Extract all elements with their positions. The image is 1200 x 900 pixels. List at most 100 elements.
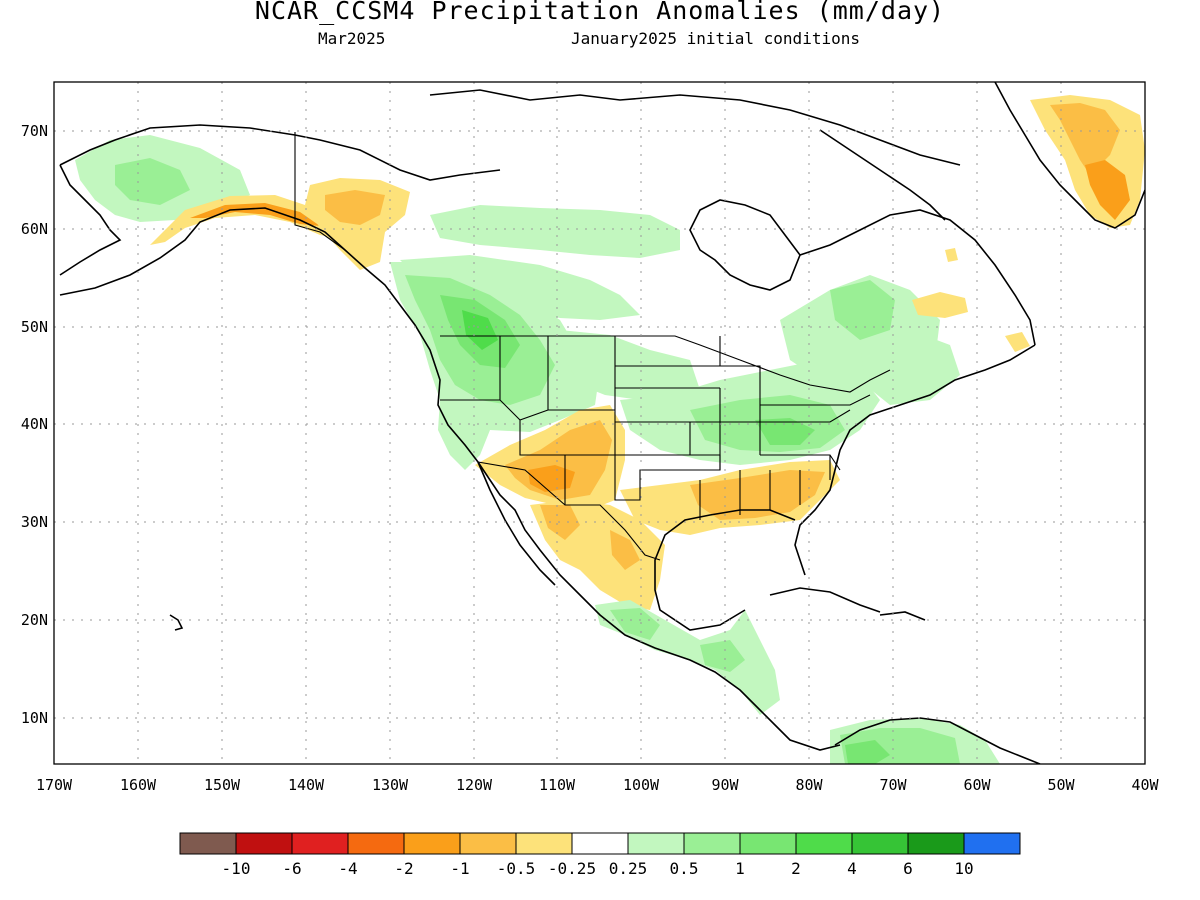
lon-tick-label: 140W <box>288 776 325 794</box>
colorbar-swatch <box>515 832 573 855</box>
coastline-baja <box>477 461 556 586</box>
lat-tick-label: 30N <box>21 513 48 531</box>
lon-tick-label: 110W <box>539 776 576 794</box>
colorbar-label: -2 <box>394 859 413 878</box>
state-lines-central <box>615 336 761 470</box>
anomaly-region <box>438 400 490 470</box>
coastline-south-america <box>834 717 1041 764</box>
coastline-hawaii <box>169 614 184 631</box>
colorbar: -10 -6 -4 -2 -1 -0.5 -0.25 0.25 0.5 1 2 … <box>179 832 1021 878</box>
graticule <box>54 82 1145 764</box>
anomaly-shading <box>75 95 1145 764</box>
anomaly-region <box>755 418 815 445</box>
colorbar-swatch <box>459 832 517 855</box>
colorbar-swatch <box>627 832 685 855</box>
colorbar-label: 1 <box>735 859 745 878</box>
map-frame <box>53 81 1146 765</box>
anomaly-region <box>912 292 968 318</box>
anomaly-region <box>560 330 700 405</box>
coastline-arctic-islands <box>429 89 961 166</box>
colorbar-label: 0.25 <box>609 859 648 878</box>
coastline-east-us <box>794 344 1036 576</box>
longitude-labels: 170W 160W 150W 140W 130W 120W 110W 100W … <box>36 776 1160 794</box>
colorbar-swatch <box>347 832 405 855</box>
colorbar-label: -0.5 <box>497 859 536 878</box>
lon-tick-label: 170W <box>36 776 73 794</box>
anomaly-region <box>528 465 575 492</box>
lon-tick-label: 160W <box>120 776 157 794</box>
colorbar-label: -10 <box>222 859 251 878</box>
lat-tick-label: 20N <box>21 611 48 629</box>
coastline-alaska-west <box>59 164 122 276</box>
anomaly-region <box>830 280 895 340</box>
colorbar-swatches <box>179 832 1021 855</box>
lat-tick-label: 60N <box>21 220 48 238</box>
colorbar-swatch <box>235 832 293 855</box>
colorbar-swatch <box>851 832 909 855</box>
coastline-baffin <box>819 129 946 221</box>
forecast-month: Mar2025 <box>318 29 386 48</box>
lon-tick-label: 120W <box>456 776 493 794</box>
coastline-labrador <box>799 209 1036 346</box>
anomaly-region <box>1085 160 1130 220</box>
colorbar-swatch <box>795 832 853 855</box>
state-lines-east <box>699 394 871 520</box>
lat-tick-label: 70N <box>21 122 48 140</box>
lon-tick-label: 50W <box>1047 776 1075 794</box>
initial-conditions: January2025 initial conditions <box>571 29 860 48</box>
colorbar-label: -0.25 <box>548 859 596 878</box>
lon-tick-label: 40W <box>1131 776 1159 794</box>
lon-tick-label: 150W <box>204 776 241 794</box>
lon-tick-label: 60W <box>963 776 991 794</box>
anomaly-region <box>610 530 640 570</box>
coastline-gulf <box>654 509 796 631</box>
colorbar-label: 0.5 <box>670 859 699 878</box>
colorbar-label: 10 <box>954 859 973 878</box>
coastline-cuba <box>769 587 881 613</box>
anomaly-region <box>462 310 498 350</box>
colorbar-swatch <box>571 832 629 855</box>
colorbar-label: 2 <box>791 859 801 878</box>
colorbar-label: -6 <box>282 859 301 878</box>
anomaly-region <box>690 470 825 520</box>
anomaly-region <box>845 740 890 764</box>
colorbar-swatch <box>291 832 349 855</box>
colorbar-label: 6 <box>903 859 913 878</box>
lon-tick-label: 90W <box>711 776 739 794</box>
border-us-canada <box>440 335 891 393</box>
colorbar-label: 4 <box>847 859 857 878</box>
colorbar-swatch <box>403 832 461 855</box>
anomaly-region <box>115 158 190 205</box>
anomaly-region <box>945 248 958 262</box>
colorbar-label: -4 <box>338 859 357 878</box>
coastline-greenland <box>994 82 1145 229</box>
border-us-mexico <box>477 461 661 561</box>
anomaly-region <box>610 608 660 640</box>
colorbar-swatch <box>179 832 237 855</box>
colorbar-label: -1 <box>450 859 469 878</box>
coastline-hispaniola <box>879 611 926 621</box>
anomaly-region <box>1005 332 1030 352</box>
lon-tick-label: 80W <box>795 776 823 794</box>
anomaly-region <box>860 330 960 405</box>
colorbar-swatch <box>683 832 741 855</box>
anomaly-region <box>325 190 385 225</box>
latitude-labels: 70N 60N 50N 40N 30N 20N 10N <box>21 122 48 727</box>
lon-tick-label: 70W <box>879 776 907 794</box>
colorbar-labels: -10 -6 -4 -2 -1 -0.5 -0.25 0.25 0.5 1 2 … <box>222 859 974 878</box>
lat-tick-label: 50N <box>21 318 48 336</box>
colorbar-swatch <box>739 832 797 855</box>
anomaly-region <box>1050 103 1120 175</box>
state-lines-west <box>440 336 721 505</box>
colorbar-swatch <box>963 832 1021 855</box>
coastline-hudson-bay <box>689 199 801 291</box>
colorbar-swatch <box>907 832 965 855</box>
lat-tick-label: 10N <box>21 709 48 727</box>
lon-tick-label: 130W <box>372 776 409 794</box>
anomaly-region <box>150 195 345 245</box>
lat-tick-label: 40N <box>21 415 48 433</box>
anomaly-region <box>430 205 680 258</box>
lon-tick-label: 100W <box>623 776 660 794</box>
map-title: NCAR_CCSM4 Precipitation Anomalies (mm/d… <box>254 0 946 25</box>
